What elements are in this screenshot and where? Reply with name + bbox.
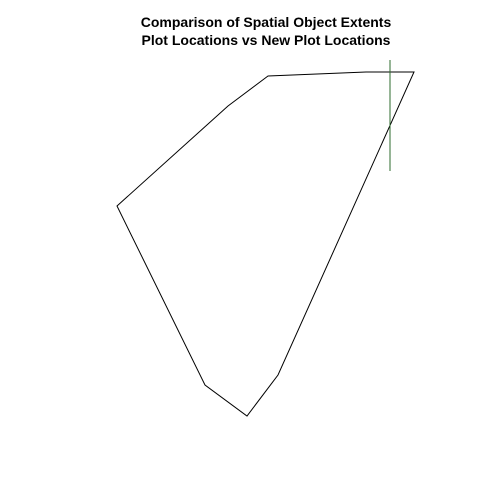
plot-title-line-1: Comparison of Spatial Object Extents: [141, 14, 392, 30]
plot-title-line-2: Plot Locations vs New Plot Locations: [142, 32, 391, 48]
plot-locations-extent-polygon: [116, 71, 415, 417]
